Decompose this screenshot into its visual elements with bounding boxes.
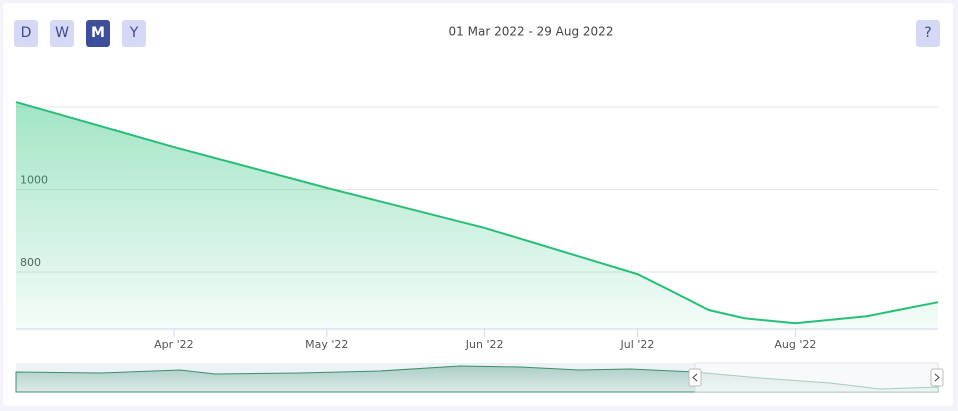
range-button[interactable]: Y [122, 20, 146, 47]
range-button[interactable]: M [86, 20, 110, 47]
card [3, 3, 953, 406]
help-button[interactable]: ? [916, 20, 940, 47]
range-button[interactable]: D [14, 20, 38, 47]
range-button[interactable]: W [50, 20, 74, 47]
